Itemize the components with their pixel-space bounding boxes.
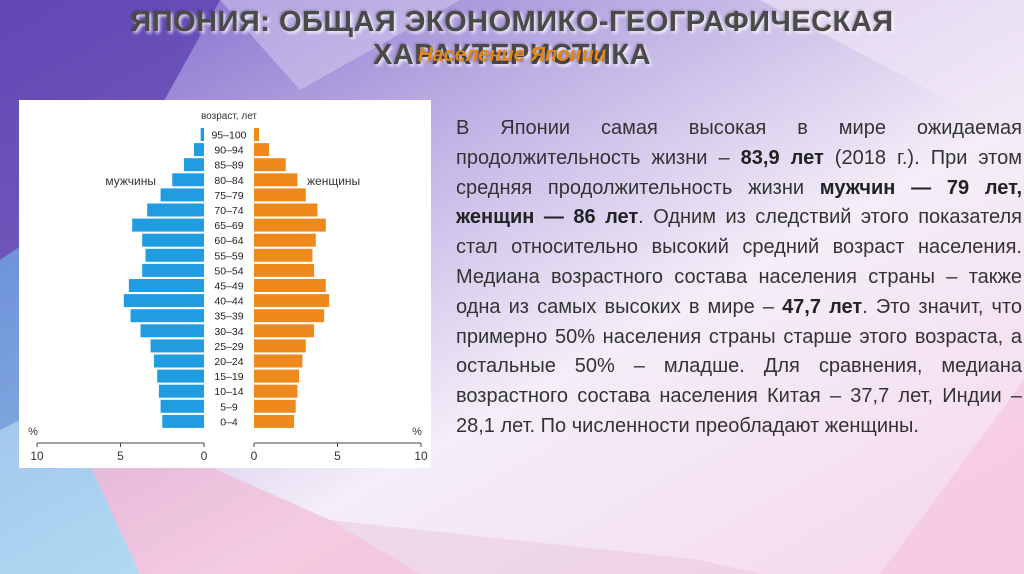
x-tick-label: 10	[30, 449, 44, 463]
men-bar-18	[160, 399, 204, 413]
age-group-label: 20–24	[214, 356, 243, 368]
women-bar-3	[254, 173, 298, 187]
men-series-label: мужчины	[105, 174, 156, 188]
women-bar-16	[254, 369, 300, 383]
women-bar-6	[254, 218, 326, 232]
women-bar-0	[254, 128, 260, 141]
age-group-label: 70–74	[214, 205, 243, 217]
slide-subtitle: Население Японии	[418, 44, 606, 66]
x-tick-label: 0	[201, 449, 208, 463]
age-axis-title: возраст, лет	[201, 111, 257, 122]
women-life-expectancy: женщин — 86 лет	[456, 206, 639, 229]
text-part-9: . Это значит, что примерно 50% населения…	[456, 295, 1022, 437]
x-unit-label-left: %	[28, 426, 38, 438]
x-tick-label: 10	[414, 449, 428, 463]
age-group-label: 45–49	[214, 281, 243, 293]
age-group-label: 35–39	[214, 311, 243, 323]
text-comma: ,	[1016, 176, 1022, 199]
life-expectancy-value: 83,9 лет	[740, 146, 824, 169]
women-bar-11	[254, 294, 330, 308]
age-group-label: 75–79	[214, 190, 243, 202]
women-series-label: женщины	[307, 174, 360, 188]
age-group-label: 0–4	[220, 416, 238, 428]
age-group-label: 10–14	[214, 386, 243, 398]
men-life-expectancy: мужчин — 79 лет	[819, 176, 1017, 199]
men-bar-15	[153, 354, 204, 368]
men-bar-14	[150, 339, 204, 353]
men-bar-17	[158, 384, 204, 398]
median-age-value: 47,7 лет	[782, 295, 863, 318]
women-bar-15	[254, 354, 303, 368]
population-pyramid-chart: возраст, лет 95–100 90–94 85–89 80–84 75–79 70…	[28, 111, 428, 463]
men-bar-10	[128, 279, 204, 292]
age-group-label: 40–44	[214, 296, 243, 308]
x-unit-label-right: %	[412, 426, 422, 438]
women-bar-5	[254, 203, 318, 217]
slide-title: ЯПОНИЯ: ОБЩАЯ ЭКОНОМИКО-ГЕОГРАФИЧЕСКАЯ Х…	[130, 6, 894, 71]
women-bar-8	[254, 248, 313, 262]
men-bar-1	[193, 143, 204, 157]
women-bar-13	[254, 324, 315, 338]
women-bar-1	[254, 143, 270, 157]
men-bar-16	[157, 369, 204, 383]
age-group-label: 65–69	[214, 220, 243, 232]
age-group-label: 5–9	[220, 401, 238, 413]
x-tick-label: 5	[117, 449, 124, 463]
population-pyramid-panel: возраст, лет 95–100 90–94 85–89 80–84 75–79 70…	[19, 100, 431, 468]
x-tick-label: 0	[251, 449, 258, 463]
men-bar-13	[140, 324, 204, 338]
women-bar-2	[254, 158, 286, 172]
women-bar-4	[254, 188, 306, 202]
men-bar-4	[160, 188, 204, 202]
women-bar-9	[254, 263, 315, 277]
age-group-label: 80–84	[214, 175, 243, 187]
age-group-label: 85–89	[214, 160, 243, 172]
men-bar-8	[145, 248, 204, 262]
men-bar-6	[132, 218, 204, 232]
age-group-label: 95–100	[211, 130, 246, 142]
age-group-label: 60–64	[214, 235, 243, 247]
age-group-label: 50–54	[214, 265, 243, 277]
men-bar-12	[130, 309, 204, 323]
x-tick-label: 5	[334, 449, 341, 463]
age-group-label: 55–59	[214, 250, 243, 262]
age-group-label: 90–94	[214, 145, 243, 157]
men-bar-19	[162, 414, 204, 428]
men-bar-0	[200, 128, 204, 141]
women-bar-10	[254, 279, 326, 292]
men-bar-9	[142, 263, 204, 277]
text-part-7: . Одним из следствий этого показателя ст…	[456, 206, 1022, 318]
age-group-label: 30–34	[214, 326, 243, 338]
description-text: В Японии самая высокая в мире ожидаемая …	[456, 114, 1022, 442]
women-bar-7	[254, 233, 316, 247]
women-bar-17	[254, 384, 298, 398]
men-bar-5	[147, 203, 204, 217]
men-bar-2	[183, 158, 204, 172]
text-part-1: В Японии самая высокая в мире ожидаемая …	[456, 117, 1022, 169]
men-bar-7	[142, 233, 204, 247]
men-bar-3	[172, 173, 204, 187]
age-group-label: 15–19	[214, 371, 243, 383]
women-bar-18	[254, 399, 296, 413]
text-part-3: (2018 г.). При этом средняя продолжитель…	[456, 146, 1022, 199]
women-bar-19	[254, 414, 295, 428]
women-bar-12	[254, 309, 325, 323]
age-group-label: 25–29	[214, 341, 243, 353]
women-bar-14	[254, 339, 306, 353]
men-bar-11	[123, 294, 204, 308]
